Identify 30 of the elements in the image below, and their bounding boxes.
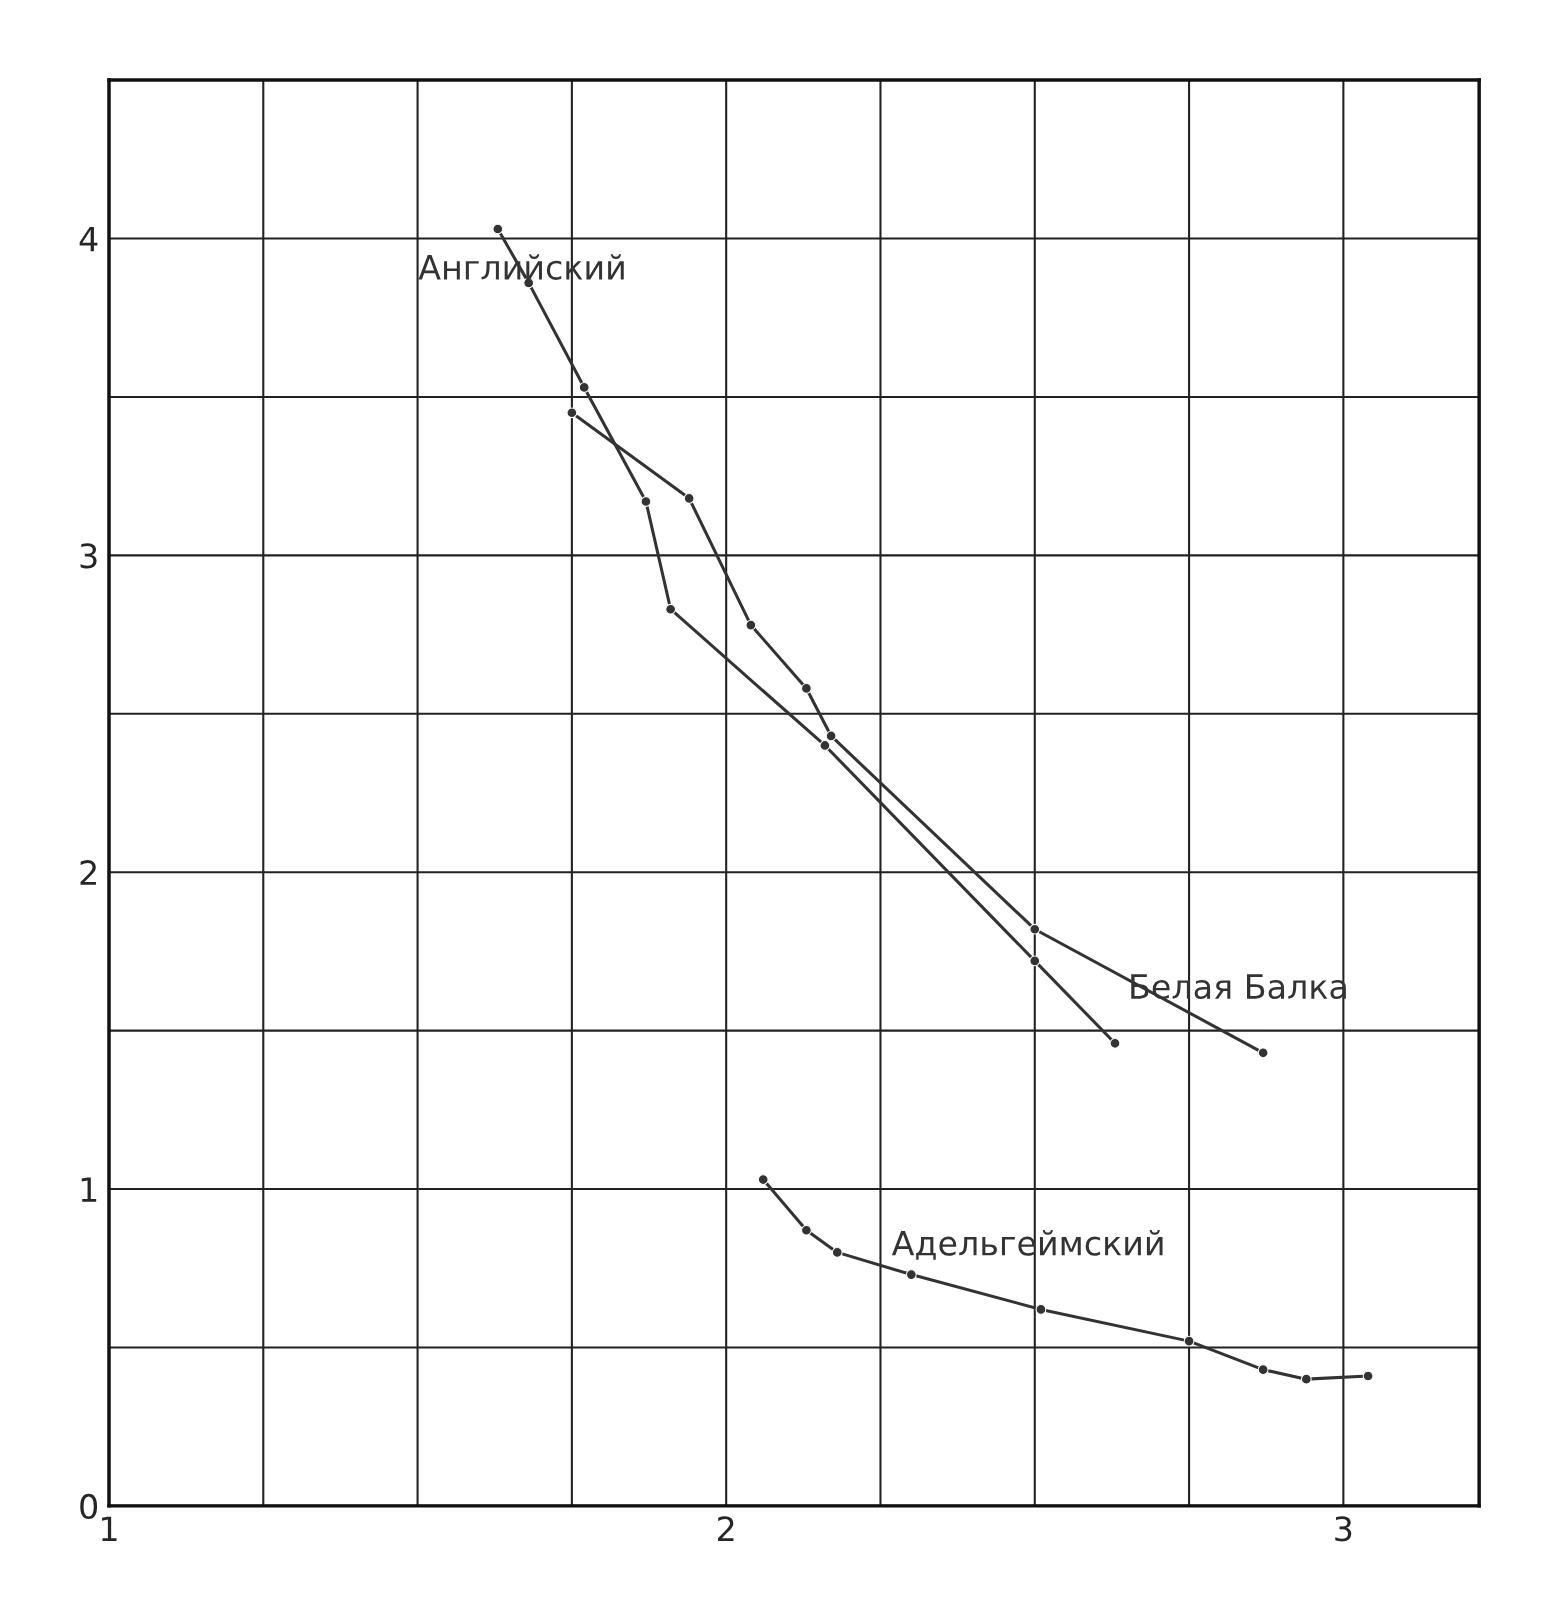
point — [492, 223, 504, 235]
y-tick-label: 1 — [81, 1177, 97, 1202]
y-tick-label: 2 — [80, 860, 96, 885]
x-tick-label: 3 — [1335, 1516, 1352, 1542]
point — [578, 382, 590, 393]
point — [1035, 1304, 1047, 1315]
point — [757, 1174, 769, 1185]
point — [1183, 1335, 1195, 1347]
point — [1300, 1373, 1312, 1385]
point — [825, 730, 837, 742]
point — [819, 740, 831, 751]
point — [683, 492, 695, 504]
point — [801, 683, 812, 694]
point — [1109, 1037, 1121, 1049]
x-tick-label: 1 — [102, 1516, 117, 1541]
point — [1029, 923, 1041, 935]
point — [1257, 1047, 1269, 1059]
point — [801, 1224, 812, 1236]
point — [665, 603, 677, 615]
y-tick-label: 0 — [80, 1493, 98, 1520]
y-tick-label: 3 — [80, 543, 97, 569]
point — [1029, 955, 1041, 967]
point — [566, 407, 578, 419]
y-tick-label: 4 — [79, 226, 98, 252]
point — [831, 1247, 843, 1258]
point — [745, 619, 757, 631]
x-tick-label: 2 — [718, 1516, 734, 1541]
point — [640, 496, 652, 507]
point — [1362, 1370, 1374, 1382]
point — [905, 1269, 917, 1280]
